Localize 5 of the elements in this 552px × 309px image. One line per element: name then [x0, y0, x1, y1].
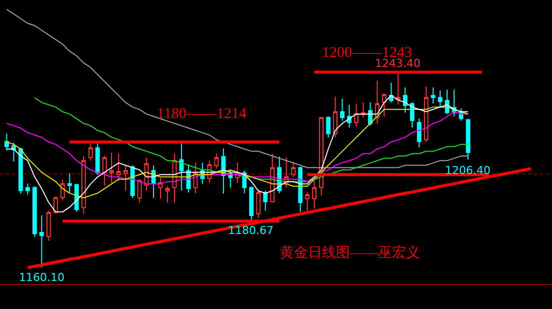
text: 1180.67 — [228, 224, 274, 237]
annotation: 1180——1214 — [157, 106, 247, 122]
annotation: 黄金日线图——巫宏义 — [280, 245, 420, 261]
text: 1160.10 — [19, 271, 64, 284]
text: 1243.40 — [375, 57, 420, 70]
